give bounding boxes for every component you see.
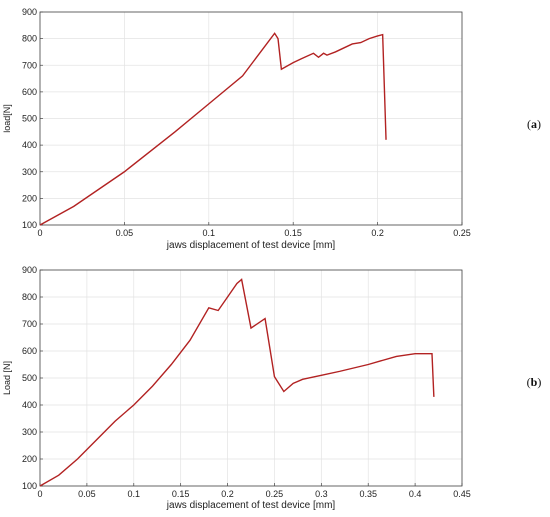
- chart-b-x-tick-label: 0.4: [409, 489, 422, 499]
- chart-b-y-tick-label: 300: [22, 427, 37, 437]
- panel-label-a: (a): [527, 117, 541, 131]
- chart-b-y-tick-label: 200: [22, 454, 37, 464]
- chart-b-y-tick-label: 500: [22, 373, 37, 383]
- chart-a-y-tick-label: 700: [22, 60, 37, 70]
- chart-a-y-tick-label: 400: [22, 140, 37, 150]
- chart-b-x-tick-label: 0.2: [221, 489, 234, 499]
- chart-b-x-ticks: 0 0.05 0.1 0.15 0.2 0.25 0.3 0.35 0.4 0.45: [37, 483, 471, 499]
- chart-b-y-tick-label: 100: [22, 481, 37, 491]
- chart-b-x-tick-label: 0.15: [172, 489, 190, 499]
- chart-a-x-ticks: 0 0.05 0.1 0.15 0.2 0.25: [37, 222, 471, 238]
- chart-panel-b: 0 0.05 0.1 0.15 0.2 0.25 0.3 0.35 0.4 0.45 100 200…: [2, 265, 541, 511]
- chart-a-x-tick-label: 0.05: [116, 228, 134, 238]
- chart-a-y-tick-label: 300: [22, 167, 37, 177]
- chart-a-x-tick-label: 0.25: [453, 228, 471, 238]
- chart-a-y-tick-label: 900: [22, 7, 37, 17]
- chart-a-x-tick-label: 0: [37, 228, 42, 238]
- chart-b-x-tick-label: 0.3: [315, 489, 328, 499]
- chart-a-y-tick-label: 100: [22, 220, 37, 230]
- chart-b-x-tick-label: 0: [37, 489, 42, 499]
- chart-a-x-tick-label: 0.2: [371, 228, 384, 238]
- chart-a-y-tick-label: 500: [22, 114, 37, 124]
- panel-label-b: (b): [527, 375, 542, 389]
- chart-panel-a: 0 0.05 0.1 0.15 0.2 0.25 100 200 300 400 500 600 70…: [2, 7, 541, 251]
- chart-a-y-tick-label: 600: [22, 87, 37, 97]
- chart-b-x-tick-label: 0.25: [266, 489, 284, 499]
- chart-b-x-tick-label: 0.05: [78, 489, 96, 499]
- chart-a-y-axis-label: load[N]: [2, 104, 12, 133]
- chart-a-series-line: [39, 32, 387, 226]
- chart-a-y-tick-label: 800: [22, 34, 37, 44]
- chart-b-y-axis-label: Load [N]: [2, 361, 12, 395]
- chart-b-y-tick-label: 600: [22, 346, 37, 356]
- chart-a-x-tick-label: 0.1: [203, 228, 216, 238]
- chart-b-y-ticks: 100 200 300 400 500 600 700 800 900: [22, 265, 43, 491]
- chart-b-x-tick-label: 0.45: [453, 489, 471, 499]
- chart-b-y-tick-label: 400: [22, 400, 37, 410]
- chart-b-grid: [39, 269, 463, 487]
- chart-b-x-axis-label: jaws displacement of test device [mm]: [166, 500, 336, 511]
- chart-a-x-axis-label: jaws displacement of test device [mm]: [166, 240, 336, 251]
- chart-b-y-tick-label: 700: [22, 319, 37, 329]
- chart-a-x-tick-label: 0.15: [284, 228, 302, 238]
- chart-b-y-tick-label: 900: [22, 265, 37, 275]
- chart-a-y-tick-label: 200: [22, 193, 37, 203]
- chart-b-series-line: [39, 278, 435, 487]
- chart-b-x-tick-label: 0.1: [128, 489, 141, 499]
- chart-b-x-tick-label: 0.35: [359, 489, 377, 499]
- chart-a-y-ticks: 100 200 300 400 500 600 700 800 900: [22, 7, 43, 230]
- chart-b-y-tick-label: 800: [22, 292, 37, 302]
